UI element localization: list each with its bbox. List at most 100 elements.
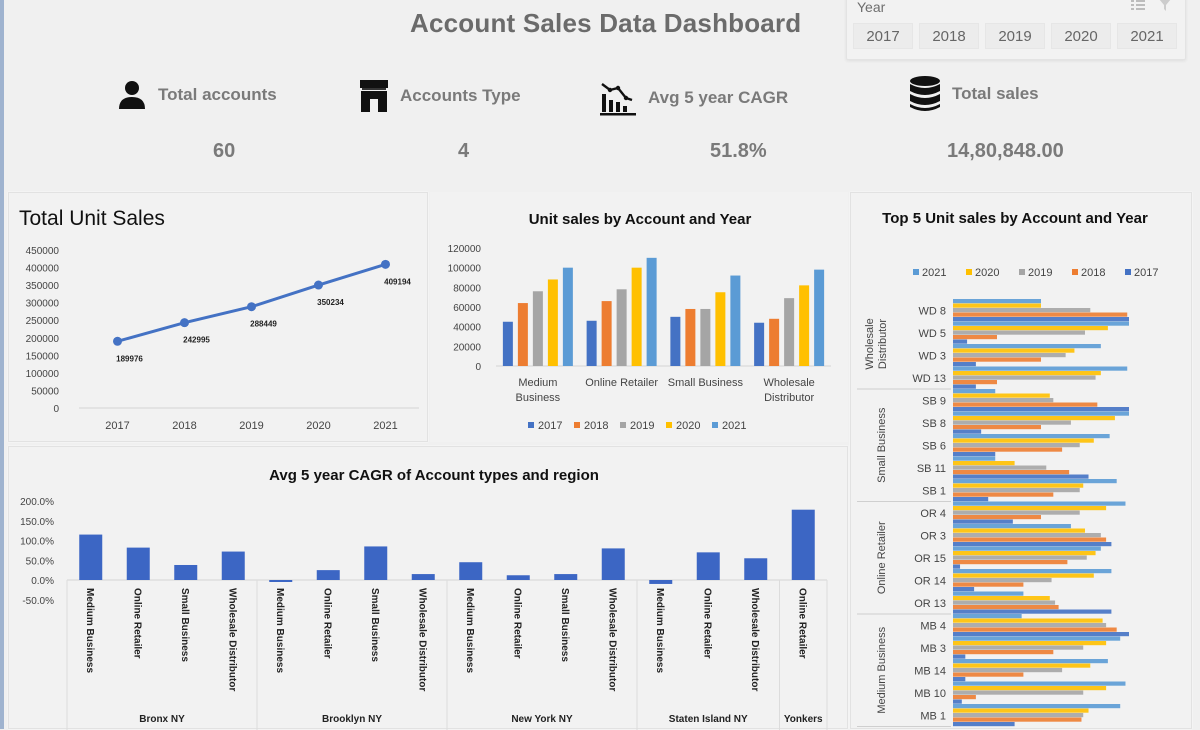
slicer-item-2018[interactable]: 2018 [919, 23, 979, 49]
hbar-2018[interactable] [953, 717, 1082, 722]
hbar-2018[interactable] [953, 650, 1054, 655]
bar-2020[interactable] [799, 285, 810, 366]
bar-2021[interactable] [646, 257, 657, 366]
hbar-2021[interactable] [953, 591, 1024, 596]
hbar-2019[interactable] [953, 353, 1066, 358]
cagr-bar[interactable] [126, 547, 150, 580]
hbar-2021[interactable] [953, 299, 1041, 304]
hbar-2018[interactable] [953, 492, 1054, 497]
cagr-bar[interactable] [316, 570, 340, 580]
hbar-2019[interactable] [953, 533, 1101, 538]
hbar-2019[interactable] [953, 578, 1052, 583]
bar-2017[interactable] [754, 322, 765, 366]
hbar-2017[interactable] [953, 317, 1129, 322]
hbar-2020[interactable] [953, 596, 1050, 601]
cagr-bar[interactable] [554, 574, 578, 580]
hbar-2017[interactable] [953, 632, 1129, 637]
hbar-2019[interactable] [953, 555, 1087, 560]
hbar-2019[interactable] [953, 713, 1084, 718]
hbar-2020[interactable] [953, 551, 1096, 556]
hbar-2021[interactable] [953, 546, 1101, 551]
cagr-bar[interactable] [696, 552, 720, 580]
hbar-2018[interactable] [953, 425, 1041, 430]
cagr-bar[interactable] [506, 575, 530, 580]
hbar-2021[interactable] [953, 344, 1101, 349]
hbar-2021[interactable] [953, 434, 1110, 439]
hbar-2021[interactable] [953, 659, 1108, 664]
data-point[interactable] [180, 318, 189, 328]
hbar-2020[interactable] [953, 438, 1094, 443]
hbar-2017[interactable] [953, 564, 961, 569]
hbar-2018[interactable] [953, 515, 1041, 520]
hbar-2019[interactable] [953, 645, 1084, 650]
hbar-2019[interactable] [953, 668, 1063, 673]
hbar-2020[interactable] [953, 416, 1115, 421]
hbar-2021[interactable] [953, 456, 996, 461]
hbar-2019[interactable] [953, 308, 1091, 313]
hbar-2017[interactable] [953, 497, 989, 502]
hbar-2017[interactable] [953, 677, 966, 682]
hbar-2017[interactable] [953, 587, 975, 592]
hbar-2021[interactable] [953, 569, 1112, 574]
bar-2020[interactable] [631, 267, 642, 366]
hbar-2018[interactable] [953, 582, 1024, 587]
hbar-2021[interactable] [953, 681, 1126, 686]
bar-2017[interactable] [586, 320, 597, 366]
hbar-2020[interactable] [953, 303, 1041, 308]
hbar-2017[interactable] [953, 384, 976, 389]
hbar-2017[interactable] [953, 722, 1015, 727]
hbar-2017[interactable] [953, 452, 996, 457]
cagr-bar[interactable] [459, 562, 483, 580]
bar-2019[interactable] [532, 291, 543, 366]
hbar-2018[interactable] [953, 605, 1059, 610]
hbar-2018[interactable] [953, 627, 1117, 632]
hbar-2017[interactable] [953, 429, 982, 434]
hbar-2021[interactable] [953, 479, 1117, 484]
cagr-bar[interactable] [791, 509, 815, 580]
hbar-2018[interactable] [953, 335, 997, 340]
hbar-2018[interactable] [953, 672, 1024, 677]
bar-2018[interactable] [769, 318, 780, 366]
bar-2018[interactable] [601, 301, 612, 366]
hbar-2018[interactable] [953, 380, 997, 385]
cagr-bar[interactable] [601, 548, 625, 580]
hbar-2019[interactable] [953, 690, 1084, 695]
cagr-bar[interactable] [364, 546, 388, 580]
hbar-2017[interactable] [953, 654, 966, 659]
hbar-2020[interactable] [953, 461, 1015, 466]
bar-2019[interactable] [700, 308, 711, 366]
hbar-2019[interactable] [953, 510, 1080, 515]
year-slicer[interactable]: Year 2017 2018 2019 2020 2021 [846, 0, 1186, 60]
hbar-2018[interactable] [953, 560, 1068, 565]
hbar-2021[interactable] [953, 524, 1071, 529]
hbar-2021[interactable] [953, 636, 1121, 641]
multi-select-icon[interactable] [1131, 0, 1145, 14]
data-point[interactable] [314, 280, 323, 290]
hbar-2017[interactable] [953, 407, 1129, 412]
bar-2021[interactable] [562, 267, 573, 366]
hbar-2018[interactable] [953, 470, 1070, 475]
bar-2020[interactable] [715, 292, 726, 366]
data-point[interactable] [113, 336, 122, 346]
hbar-2018[interactable] [953, 357, 1041, 362]
bar-2019[interactable] [784, 298, 795, 366]
cagr-bar[interactable] [221, 551, 245, 580]
bar-2021[interactable] [730, 275, 741, 366]
hbar-2020[interactable] [953, 708, 1089, 713]
bar-2018[interactable] [685, 308, 696, 366]
hbar-2021[interactable] [953, 321, 1129, 326]
hbar-2019[interactable] [953, 330, 1085, 335]
data-point[interactable] [381, 259, 390, 269]
clear-filter-icon[interactable] [1159, 0, 1173, 14]
cagr-bar[interactable] [744, 558, 768, 580]
hbar-2017[interactable] [953, 339, 968, 344]
hbar-2020[interactable] [953, 686, 1107, 691]
hbar-2018[interactable] [953, 695, 976, 700]
hbar-2019[interactable] [953, 420, 1071, 425]
hbar-2021[interactable] [953, 614, 1022, 619]
hbar-2019[interactable] [953, 623, 1107, 628]
hbar-2017[interactable] [953, 362, 976, 367]
hbar-2018[interactable] [953, 312, 1128, 317]
bar-2019[interactable] [616, 289, 627, 366]
hbar-2017[interactable] [953, 474, 1089, 479]
